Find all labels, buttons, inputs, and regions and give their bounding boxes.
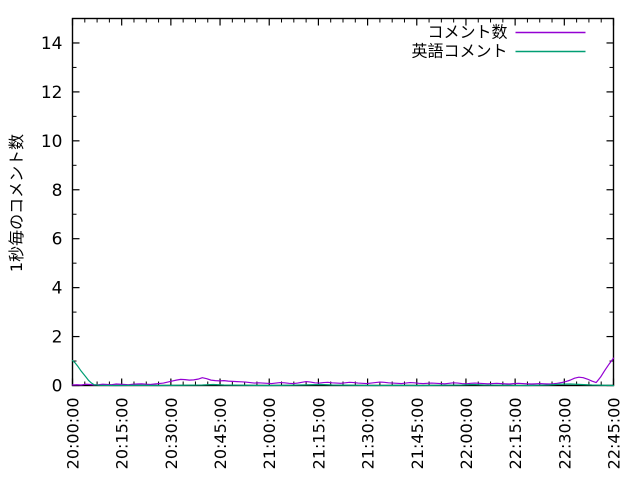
x-tick-label: 20:00:00 [64, 398, 83, 470]
plot-frame [71, 17, 615, 387]
x-tick-label: 21:45:00 [408, 398, 427, 470]
x-tick-label: 22:45:00 [605, 398, 624, 470]
x-tick-label: 22:00:00 [457, 398, 476, 470]
x-tick-label: 21:00:00 [260, 398, 279, 470]
x-tick-label: 22:15:00 [506, 398, 525, 470]
y-tick-label: 2 [52, 328, 63, 348]
y-tick-label: 0 [52, 377, 63, 397]
y-axis-title: 1秒毎のコメント数 [7, 134, 26, 272]
y-tick-label: 4 [52, 279, 63, 299]
x-tick-label: 20:15:00 [113, 398, 132, 470]
data-series-group [71, 357, 615, 387]
x-axis-ticks: 20:00:00 20:15:00 20:30:00 20:45:00 21:00:00… [64, 18, 624, 470]
legend-label: コメント数 [427, 23, 507, 42]
x-tick-label: 22:30:00 [555, 398, 574, 470]
x-tick-label: 20:30:00 [162, 398, 181, 470]
y-tick-label: 12 [41, 83, 63, 103]
y-axis-title-text: 1秒毎のコメント数 [7, 134, 26, 272]
legend-label: 英語コメント [411, 42, 507, 61]
y-tick-label: 6 [52, 230, 63, 250]
x-tick-label: 20:45:00 [211, 398, 230, 470]
y-tick-label: 10 [41, 132, 63, 152]
series-line-2 [71, 359, 615, 387]
series-line-1 [71, 357, 615, 386]
y-tick-label: 14 [41, 34, 63, 54]
x-tick-label: 21:15:00 [309, 398, 328, 470]
y-tick-label: 8 [52, 181, 63, 201]
y-axis-ticks: 0 2 4 6 8 10 12 14 [41, 34, 614, 397]
x-tick-label: 21:30:00 [359, 398, 378, 470]
